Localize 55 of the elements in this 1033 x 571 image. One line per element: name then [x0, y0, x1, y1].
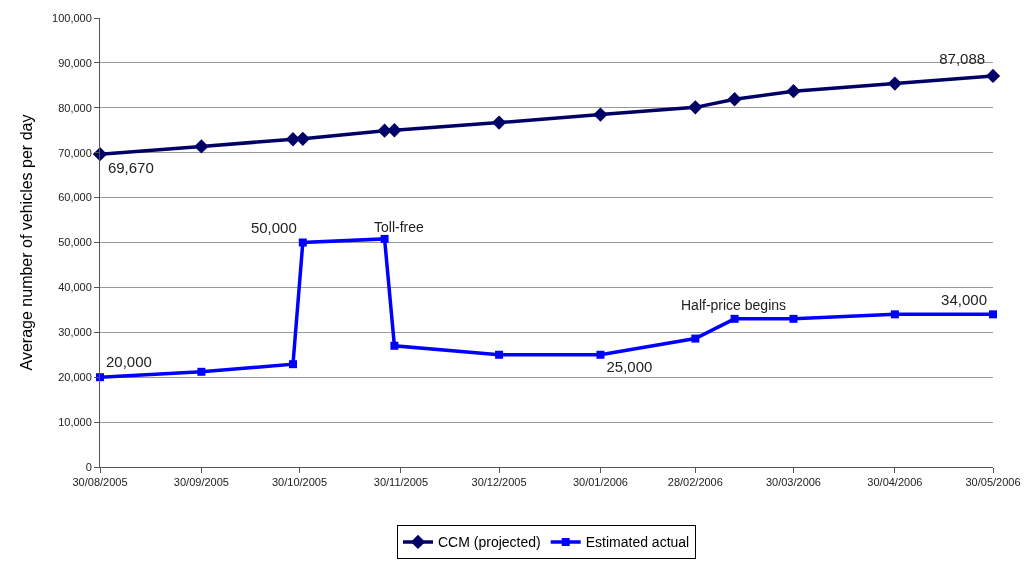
y-tick-label: 90,000 [58, 56, 92, 69]
data-label: 69,670 [107, 159, 154, 177]
annotation: Toll-free [374, 219, 425, 235]
y-tick-label: 80,000 [58, 101, 92, 114]
point [691, 334, 700, 343]
point [387, 123, 402, 138]
y-tick-label: 10,000 [58, 415, 92, 428]
y-tick-label: 0 [85, 460, 92, 473]
legend-label: Estimated actual [585, 534, 690, 551]
legend-label: CCM (projected) [438, 534, 541, 551]
y-tick-label: 100,000 [52, 11, 92, 24]
x-tick-label: 30/04/2006 [867, 476, 923, 489]
y-tick-label: 60,000 [58, 191, 92, 204]
y-tick-label: 30,000 [58, 326, 92, 339]
annotation: Half-price begins [681, 297, 787, 313]
point [890, 310, 899, 319]
data-label: 50,000 [250, 218, 297, 236]
point [495, 350, 504, 359]
data-label: 20,000 [106, 353, 152, 371]
point [985, 68, 1001, 84]
data-label: 25,000 [606, 358, 653, 375]
x-tick-label: 30/11/2005 [373, 476, 429, 489]
point [688, 100, 703, 115]
point [298, 238, 307, 247]
point [596, 350, 605, 359]
point [727, 92, 742, 107]
y-tick-label: 50,000 [58, 236, 92, 249]
point [295, 131, 310, 146]
point [786, 84, 801, 99]
point [887, 76, 903, 91]
point [491, 115, 507, 130]
point [593, 107, 608, 122]
point [197, 367, 206, 376]
x-tick-label: 30/03/2006 [765, 476, 821, 489]
y-axis-title: Average number of vehicles per day [17, 114, 35, 371]
point [380, 234, 389, 243]
data-label: 87,088 [939, 50, 986, 68]
point [390, 341, 399, 350]
y-tick-label: 70,000 [58, 146, 92, 159]
data-label: 34,000 [941, 290, 987, 308]
point [288, 360, 297, 369]
point [789, 314, 798, 323]
x-tick-label: 30/09/2005 [173, 476, 229, 489]
x-tick-label: 28/02/2006 [667, 476, 723, 489]
point [989, 310, 997, 319]
point [194, 139, 209, 154]
point [377, 123, 392, 138]
y-tick-label: 40,000 [58, 281, 92, 294]
x-tick-label: 30/10/2005 [272, 476, 328, 489]
y-tick-label: 20,000 [58, 371, 92, 384]
point [730, 314, 739, 323]
x-tick-label: 30/01/2006 [572, 476, 628, 489]
x-tick-label: 30/12/2005 [471, 476, 527, 489]
x-tick-label: 30/05/2006 [965, 476, 1021, 489]
x-tick-label: 30/08/2005 [72, 476, 128, 489]
